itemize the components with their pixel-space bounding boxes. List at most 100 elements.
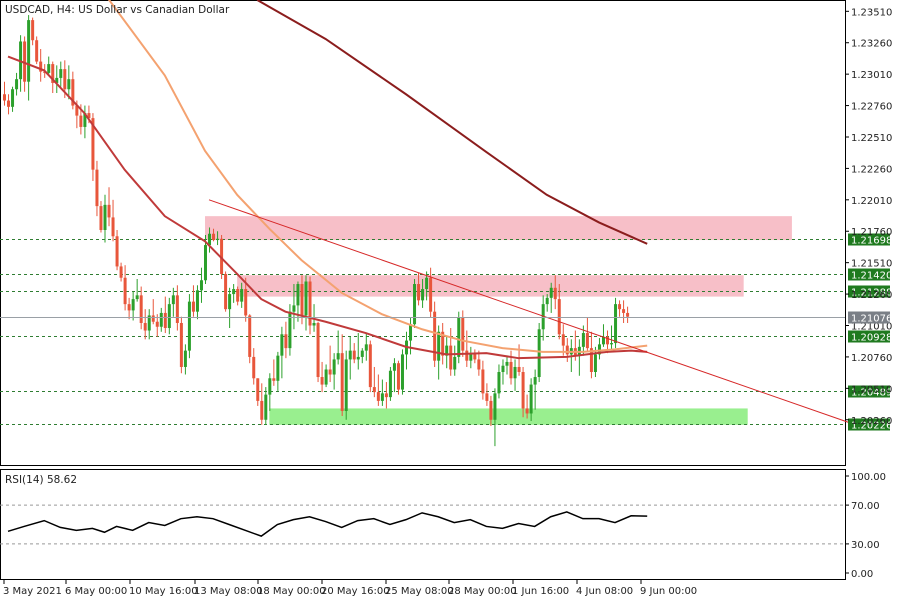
- candle-body-114: [461, 317, 465, 351]
- rsi-tick-label-0: 100.00: [851, 472, 886, 483]
- candle-body-150: [606, 336, 609, 345]
- candle-body-76: [308, 281, 312, 326]
- y-tick-label-12: 1.20510: [851, 384, 892, 395]
- candle-body-75: [304, 281, 308, 316]
- y-tick-label-2: 1.23010: [851, 70, 892, 81]
- level-tag-2: [848, 285, 890, 298]
- moving-averages: [7, 0, 648, 360]
- candle-body-7: [31, 20, 35, 41]
- candle-body-60: [244, 289, 248, 316]
- y-tick-label-9: 1.21260: [851, 290, 892, 301]
- candle-body-16: [67, 79, 71, 90]
- candle-body-58: [236, 289, 240, 302]
- candle-body-31: [127, 304, 131, 311]
- candle-body-88: [356, 356, 360, 360]
- y-tick-label-10: 1.21010: [851, 322, 892, 333]
- candle-body-61: [248, 315, 252, 357]
- candle-body-21: [87, 113, 91, 119]
- candle-body-34: [139, 295, 143, 323]
- x-label-0: 3 May 2021: [3, 586, 62, 597]
- candle-body-62: [252, 356, 256, 379]
- candle-body-69: [280, 334, 284, 356]
- candle-body-117: [473, 354, 477, 360]
- x-label-9: 4 Jun 08:00: [576, 586, 633, 597]
- x-label-3: 13 May 08:00: [194, 586, 263, 597]
- candle-body-120: [485, 393, 489, 401]
- candle-body-90: [364, 344, 368, 351]
- candle-body-41: [167, 304, 171, 329]
- level-tag-4: [848, 385, 890, 398]
- candle-body-91: [368, 344, 372, 388]
- candle-body-109: [441, 331, 445, 356]
- candle-body-115: [465, 350, 469, 361]
- candle-body-121: [489, 400, 493, 420]
- candle-body-124: [501, 365, 505, 372]
- candle-body-24: [99, 206, 103, 230]
- candle-body-125: [505, 361, 509, 366]
- candle-body-128: [517, 366, 521, 372]
- rsi-tick-label-1: 70.00: [851, 501, 880, 512]
- candle-body-82: [332, 359, 336, 375]
- candle-body-8: [35, 40, 39, 62]
- zone-2: [269, 408, 748, 425]
- y-tick-label-8: 1.21510: [851, 259, 892, 270]
- chart-title: USDCAD, H4: US Dollar vs Canadian Dollar: [5, 4, 230, 16]
- candle-body-81: [328, 369, 332, 375]
- candle-body-131: [529, 384, 533, 414]
- candle-body-136: [549, 287, 553, 298]
- candle-body-57: [232, 289, 236, 295]
- candle-body-118: [477, 359, 481, 370]
- candle-body-104: [421, 289, 425, 301]
- candle-body-108: [437, 331, 441, 361]
- candle-body-153: [618, 304, 622, 310]
- candle-body-78: [316, 322, 320, 378]
- candle-body-68: [276, 355, 280, 381]
- candle-body-45: [183, 350, 187, 367]
- candle-body-37: [151, 315, 155, 322]
- candle-body-71: [288, 311, 292, 349]
- current-price-tag: [848, 311, 890, 324]
- candle-body-129: [521, 372, 525, 409]
- candle-body-87: [352, 350, 356, 360]
- rsi-tick-label-3: 0.00: [851, 569, 873, 580]
- candle-body-2: [11, 89, 15, 107]
- y-tick-label-13: 1.20260: [851, 416, 892, 427]
- current-price-label: 1.21076: [851, 314, 892, 325]
- candle-body-3: [15, 79, 19, 90]
- candle-body-122: [493, 393, 497, 420]
- candle-body-65: [264, 394, 268, 420]
- candle-body-44: [179, 322, 183, 367]
- y-tick-label-7: 1.21760: [851, 227, 892, 238]
- candle-body-50: [204, 245, 207, 281]
- candle-body-137: [553, 287, 557, 300]
- candle-body-111: [449, 345, 453, 370]
- candle-body-145: [585, 333, 589, 349]
- y-tick-label-0: 1.23510: [851, 7, 892, 18]
- candle-body-6: [27, 20, 31, 82]
- candle-body-32: [131, 299, 135, 311]
- candle-body-33: [135, 295, 139, 300]
- candle-body-116: [469, 354, 473, 361]
- candle-body-80: [324, 369, 328, 385]
- candle-body-127: [513, 366, 517, 379]
- candle-body-49: [199, 280, 203, 291]
- y-tick-label-5: 1.22260: [851, 164, 892, 175]
- candle-body-130: [525, 408, 529, 414]
- candle-body-112: [453, 356, 457, 370]
- candle-body-102: [413, 284, 417, 325]
- moving-average-1: [107, 0, 648, 353]
- candle-body-83: [336, 353, 340, 360]
- candle-body-19: [79, 115, 83, 127]
- candle-body-51: [208, 233, 212, 246]
- candle-body-13: [55, 77, 59, 83]
- price-pane-border: [0, 0, 846, 466]
- candle-body-155: [626, 312, 630, 317]
- candle-body-1: [7, 100, 11, 107]
- candle-body-99: [400, 354, 404, 390]
- candle-body-95: [384, 393, 388, 398]
- y-tick-label-11: 1.20760: [851, 353, 892, 364]
- candle-body-105: [425, 277, 429, 290]
- candle-body-29: [119, 266, 123, 278]
- candle-body-148: [597, 344, 601, 355]
